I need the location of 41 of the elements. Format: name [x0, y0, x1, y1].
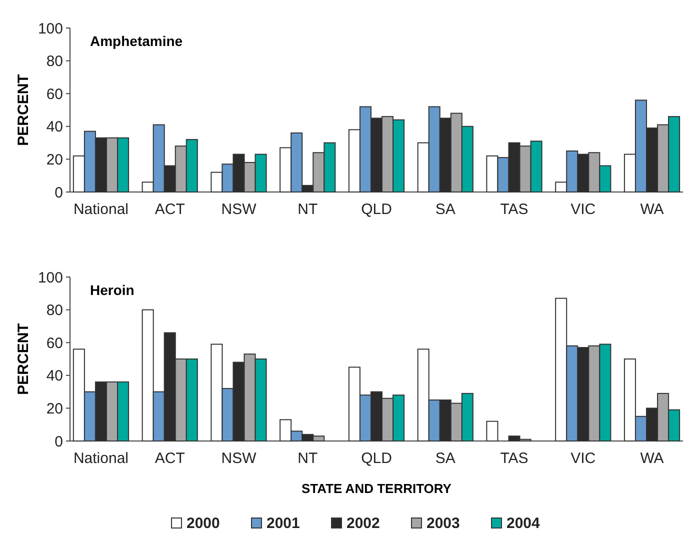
x-tick-label: NT — [298, 201, 318, 218]
y-tick-label: 80 — [46, 53, 63, 70]
x-tick-label: WA — [640, 201, 664, 218]
y-tick-label: 100 — [38, 269, 63, 286]
x-tick-label: SA — [435, 201, 456, 218]
y-tick-label: 40 — [46, 368, 63, 385]
y-tick-label: 100 — [38, 20, 63, 38]
legend-label: 2000 — [186, 515, 220, 532]
legend-label: 2003 — [426, 515, 460, 532]
x-tick-label: NSW — [221, 450, 258, 467]
x-tick-label: NT — [298, 450, 318, 467]
y-axis-title: PERCENT — [15, 323, 32, 395]
x-tick-label: QLD — [361, 201, 392, 218]
y-tick-label: 60 — [46, 334, 63, 352]
y-tick-label: 40 — [46, 118, 63, 136]
legend-label: 2002 — [346, 515, 380, 532]
x-tick-label: NSW — [221, 201, 258, 218]
x-tick-label: National — [73, 450, 129, 467]
y-tick-label: 20 — [46, 400, 63, 418]
x-tick-label: WA — [640, 450, 664, 467]
x-tick-label: SA — [435, 450, 456, 467]
bar — [486, 420, 498, 442]
x-axis-title: STATE AND TERRITORY — [302, 481, 452, 496]
x-tick-label: TAS — [500, 201, 528, 218]
x-tick-label: ACT — [154, 201, 185, 218]
x-tick-label: TAS — [500, 450, 528, 467]
y-axis-title: PERCENT — [15, 74, 32, 146]
x-tick-label: ACT — [154, 450, 185, 467]
y-tick-label: 80 — [46, 302, 63, 320]
chart-title: Heroin — [90, 282, 134, 298]
y-tick-label: 60 — [46, 86, 63, 103]
y-tick-label: 20 — [46, 151, 63, 168]
legend-label: 2004 — [506, 515, 541, 532]
x-tick-label: VIC — [570, 450, 596, 467]
x-tick-label: QLD — [361, 450, 392, 467]
chart-title: Amphetamine — [90, 33, 183, 49]
y-tick-label: 0 — [54, 184, 63, 202]
legend-label: 2001 — [266, 515, 300, 532]
y-tick-label: 0 — [54, 433, 63, 450]
x-tick-label: VIC — [570, 201, 596, 218]
x-tick-label: National — [73, 201, 129, 218]
